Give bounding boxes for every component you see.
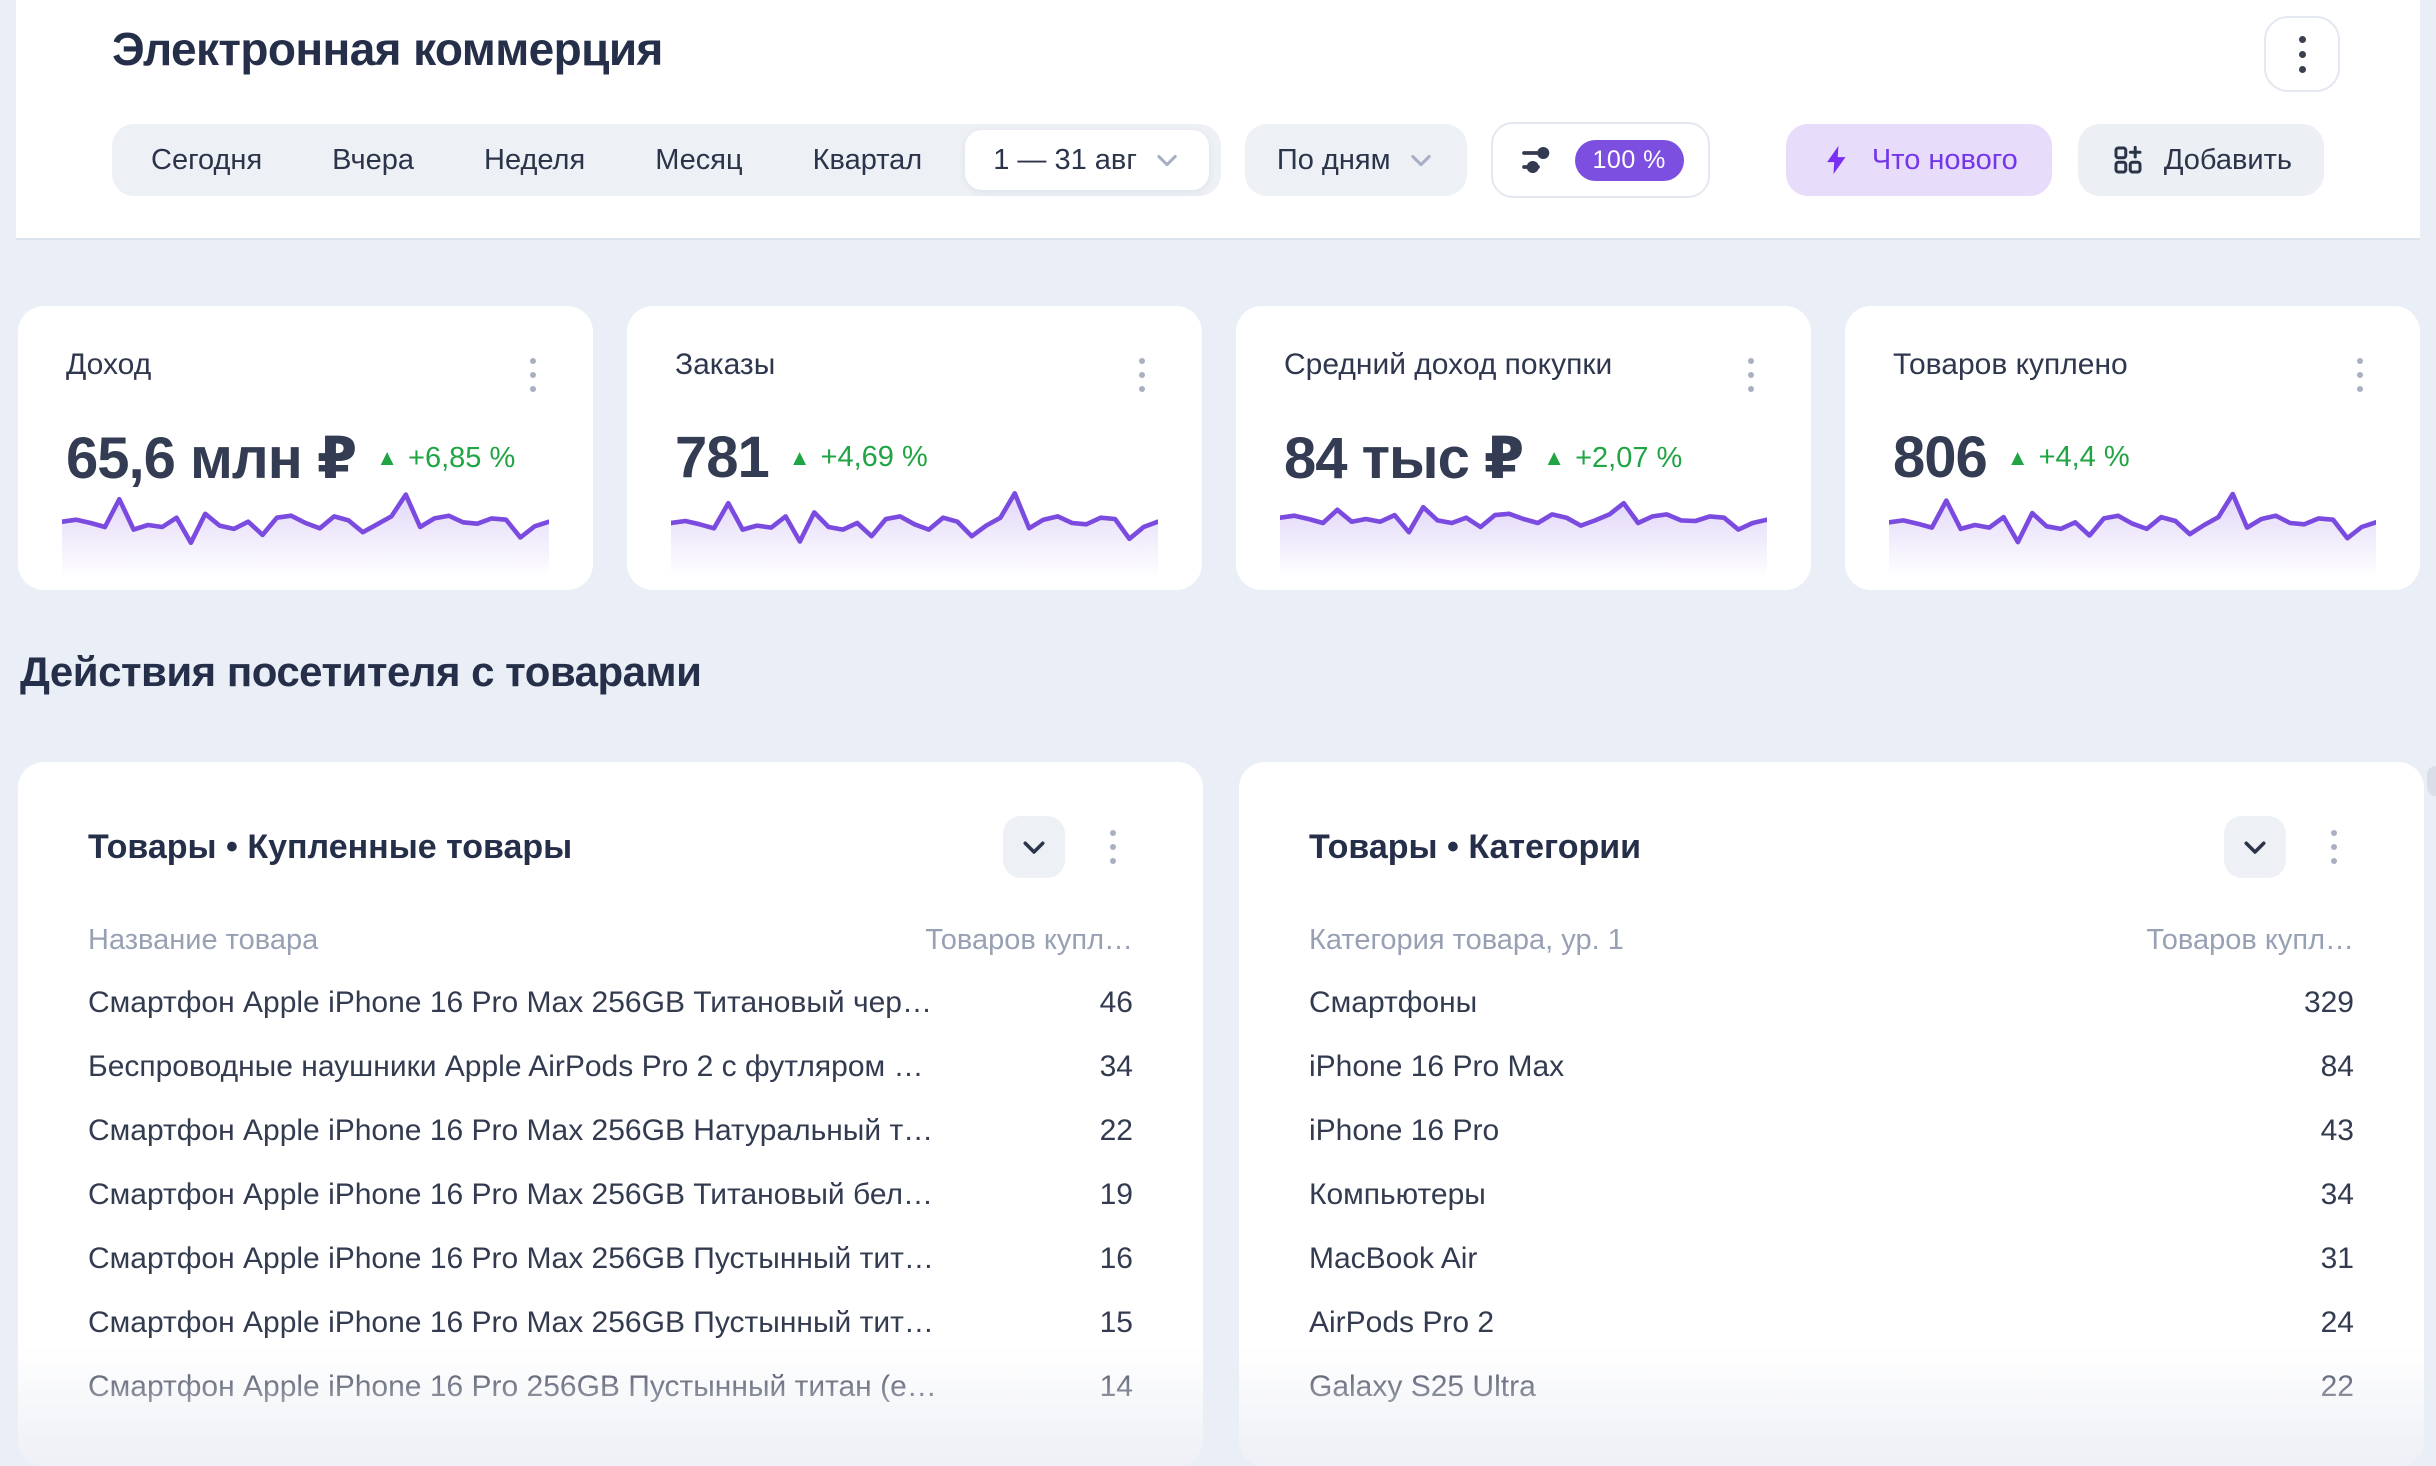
lightning-icon	[1827, 145, 1846, 175]
table-row[interactable]: Смартфон Apple iPhone 16 Pro 256GB Пусты…	[88, 1370, 1133, 1403]
table-row[interactable]: Компьютеры 34	[1309, 1178, 2354, 1211]
table-row[interactable]: Смартфон Apple iPhone 16 Pro Max 256GB Т…	[88, 1178, 1133, 1211]
kpi-cards-row: Доход 65,6 млн ₽ ▲ +6,85 % Заказы 781 ▲ +4…	[18, 306, 2420, 590]
kpi-delta: ▲ +4,69 %	[788, 441, 928, 473]
table-row[interactable]: Смартфон Apple iPhone 16 Pro Max 256GB П…	[88, 1242, 1133, 1275]
kpi-delta: ▲ +4,4 %	[2006, 441, 2130, 473]
chevron-down-icon	[1023, 841, 1045, 854]
preset-today[interactable]: Сегодня	[151, 144, 263, 176]
page-title: Электронная коммерция	[112, 23, 663, 75]
header-band: Электронная коммерция Сегодня Вчера Неде…	[16, 0, 2420, 240]
kpi-value: 781	[675, 425, 770, 490]
widget-add-icon	[2114, 145, 2142, 174]
sliders-icon	[1521, 146, 1549, 174]
trend-up-icon: ▲	[2006, 444, 2029, 470]
kebab-vertical-icon	[1748, 358, 1754, 392]
table-row[interactable]: Смартфон Apple iPhone 16 Pro Max 256GB П…	[88, 1306, 1133, 1339]
preset-week[interactable]: Неделя	[484, 144, 586, 176]
kpi-title: Доход	[66, 348, 152, 381]
whats-new-label: Что нового	[1871, 143, 2018, 176]
widget-collapse-button[interactable]	[2224, 816, 2286, 878]
add-widget-label: Добавить	[2163, 143, 2292, 176]
table-row[interactable]: Galaxy S25 Ultra 22	[1309, 1370, 2354, 1403]
kpi-title: Товаров куплено	[1893, 348, 2128, 381]
table-body: Смартфон Apple iPhone 16 Pro Max 256GB Т…	[88, 971, 1133, 1419]
widget-product-categories: Товары • Категории Категория товара, ур.…	[1239, 762, 2424, 1466]
kpi-menu-button[interactable]	[1122, 352, 1162, 398]
trend-up-icon: ▲	[376, 445, 399, 470]
preset-month[interactable]: Месяц	[655, 144, 743, 176]
kpi-card-avg-purchase: Средний доход покупки 84 тыс ₽ ▲ +2,07 %	[1236, 306, 1811, 590]
kpi-delta: ▲ +6,85 %	[376, 441, 516, 474]
granularity-label: По дням	[1276, 143, 1391, 176]
table-row[interactable]: MacBook Air 31	[1309, 1242, 2354, 1275]
widget-collapse-button[interactable]	[1003, 816, 1065, 878]
kebab-vertical-icon	[1139, 358, 1145, 392]
filter-toolbar: Сегодня Вчера Неделя Месяц Квартал 1 — 3…	[112, 122, 2324, 198]
preset-quarter[interactable]: Квартал	[812, 144, 923, 176]
kpi-menu-button[interactable]	[2340, 352, 2380, 398]
table-row[interactable]: iPhone 16 Pro 43	[1309, 1114, 2354, 1147]
widget-menu-button[interactable]	[1093, 819, 1133, 875]
table-body: Смартфоны 329 iPhone 16 Pro Max 84 iPhone …	[1309, 971, 2354, 1419]
kebab-vertical-icon	[2357, 358, 2363, 392]
offscreen-widget-fragment	[2427, 766, 2436, 796]
widget-menu-button[interactable]	[2314, 819, 2354, 875]
kpi-sparkline-chart	[1889, 482, 2376, 578]
widget-title: Товары • Категории	[1309, 827, 1642, 866]
kpi-title: Заказы	[675, 348, 776, 381]
kpi-title: Средний доход покупки	[1284, 348, 1613, 381]
column-header-name: Категория товара, ур. 1	[1309, 924, 1624, 956]
widget-title: Товары • Купленные товары	[88, 827, 573, 866]
dashboard-menu-button[interactable]	[2264, 16, 2340, 92]
kpi-sparkline-chart	[1280, 482, 1767, 578]
section-title: Действия посетителя с товарами	[20, 648, 702, 695]
chevron-down-icon	[2244, 841, 2266, 854]
table-row[interactable]: Смартфон Apple iPhone 16 Pro Max 256GB Т…	[88, 986, 1133, 1019]
kpi-value: 806	[1893, 425, 1988, 490]
date-range-label: 1 — 31 авг	[993, 143, 1137, 176]
table-row[interactable]: Беспроводные наушники Apple AirPods Pro …	[88, 1050, 1133, 1083]
table-row[interactable]: iPhone 16 Pro Max 84	[1309, 1050, 2354, 1083]
sampling-badge: 100 %	[1574, 139, 1684, 181]
date-range-selector[interactable]: 1 — 31 авг	[965, 130, 1209, 190]
kpi-value: 65,6 млн ₽	[66, 426, 357, 491]
add-widget-button[interactable]: Добавить	[2077, 124, 2324, 196]
kpi-sparkline-chart	[671, 482, 1158, 578]
kpi-value: 84 тыс ₽	[1284, 426, 1524, 491]
column-header-name: Название товара	[88, 924, 319, 956]
kpi-delta: ▲ +2,07 %	[1543, 441, 1683, 474]
kpi-sparkline-chart	[62, 482, 549, 578]
kpi-card-revenue: Доход 65,6 млн ₽ ▲ +6,85 %	[18, 306, 593, 590]
date-preset-segmented-control: Сегодня Вчера Неделя Месяц Квартал 1 — 3…	[112, 124, 1221, 196]
kpi-menu-button[interactable]	[1731, 352, 1771, 398]
header-actions: Что нового Добавить	[1785, 124, 2324, 196]
widget-purchased-products: Товары • Купленные товары Название товар…	[18, 762, 1203, 1466]
kpi-card-items-bought: Товаров куплено 806 ▲ +4,4 %	[1845, 306, 2420, 590]
kpi-menu-button[interactable]	[513, 352, 553, 398]
widgets-row: Товары • Купленные товары Название товар…	[18, 762, 2424, 1466]
trend-up-icon: ▲	[1543, 445, 1566, 470]
kpi-card-orders: Заказы 781 ▲ +4,69 %	[627, 306, 1202, 590]
kebab-vertical-icon	[2331, 830, 2337, 864]
kebab-vertical-icon	[1110, 830, 1116, 864]
chevron-down-icon	[1157, 154, 1177, 167]
table-row[interactable]: Смартфоны 329	[1309, 986, 2354, 1019]
column-header-metric: Товаров купл…	[925, 924, 1133, 956]
column-header-metric: Товаров купл…	[2146, 924, 2354, 956]
preset-yesterday[interactable]: Вчера	[332, 144, 415, 176]
sampling-settings-button[interactable]: 100 %	[1490, 122, 1710, 198]
kebab-vertical-icon	[530, 358, 536, 392]
chevron-down-icon	[1410, 154, 1431, 167]
whats-new-button[interactable]: Что нового	[1785, 124, 2052, 196]
table-row[interactable]: Смартфон Apple iPhone 16 Pro Max 256GB Н…	[88, 1114, 1133, 1147]
granularity-dropdown[interactable]: По дням	[1244, 124, 1467, 196]
table-row[interactable]: AirPods Pro 2 24	[1309, 1306, 2354, 1339]
trend-up-icon: ▲	[788, 444, 811, 470]
kebab-vertical-icon	[2298, 35, 2306, 73]
